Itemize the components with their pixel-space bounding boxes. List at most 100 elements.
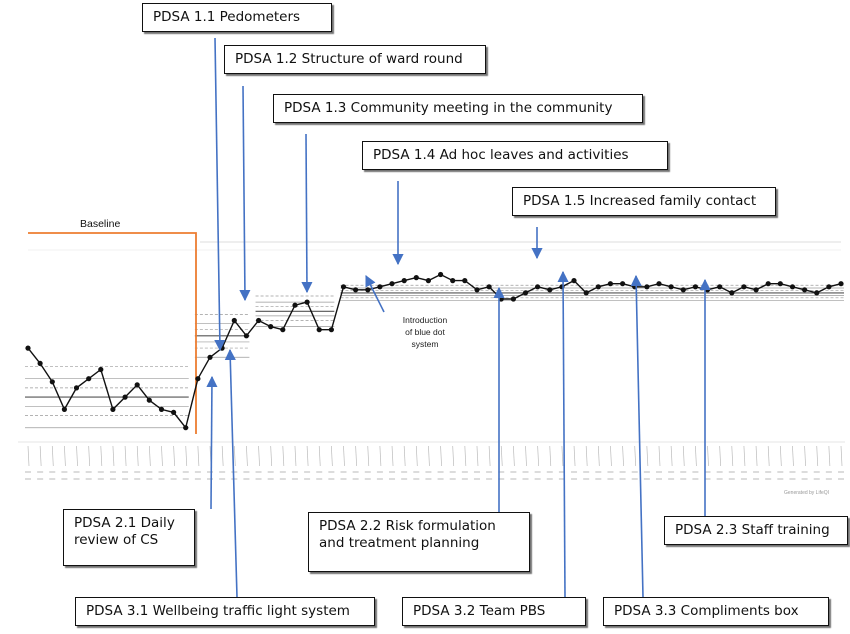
callout-pdsa-2-2: PDSA 2.2 Risk formulation and treatment … (308, 512, 530, 572)
data-point (668, 284, 674, 290)
axis-tick-mark (403, 445, 406, 467)
axis-tick-mark (233, 445, 236, 467)
arrow-pdsa-2-1 (206, 375, 218, 510)
data-point (256, 317, 262, 324)
axis-tick-mark (695, 445, 697, 467)
data-point (353, 287, 359, 293)
axis-tick-mark (367, 445, 370, 467)
axis-tick-mark (804, 445, 806, 467)
axis-tick-mark (464, 445, 467, 467)
axis-tick-mark (51, 445, 54, 467)
arrow-blue-dot (365, 274, 385, 313)
axis-tick-mark (537, 445, 539, 467)
callout-pdsa-3-2: PDSA 3.2 Team PBS (402, 597, 586, 626)
axis-tick-mark (622, 445, 624, 467)
baseline-marker (28, 232, 197, 434)
data-point (365, 287, 371, 293)
data-point (280, 327, 286, 333)
data-point (171, 409, 177, 415)
data-point (607, 281, 614, 287)
data-point (37, 360, 43, 366)
note-line-3: system (411, 338, 439, 349)
callout-pdsa-1-3: PDSA 1.3 Community meeting in the commun… (273, 94, 643, 123)
axis-tick-mark (355, 445, 357, 467)
arrow-pdsa-1-3 (301, 133, 313, 294)
axis-tick-mark (246, 445, 248, 467)
axis-tick-mark (561, 445, 564, 467)
axis-tick-mark (682, 445, 685, 467)
axis-tick-mark (64, 445, 66, 467)
data-point (826, 284, 832, 290)
data-point (583, 290, 589, 296)
data-point (425, 278, 431, 284)
data-point (86, 376, 92, 382)
axis-tick-mark (161, 445, 163, 467)
axis-tick-mark (27, 445, 30, 467)
axis-tick-mark (282, 445, 285, 467)
axis-tick-mark (197, 445, 200, 467)
arrow-pdsa-1-1 (214, 37, 226, 352)
data-point (814, 290, 820, 296)
data-point (510, 296, 516, 302)
axis-tick-mark (173, 445, 175, 467)
blue-dot-note: Introduction of blue dot system (385, 315, 465, 351)
data-point (486, 284, 492, 290)
series-line (27, 273, 842, 430)
data-point (656, 281, 662, 287)
data-point (98, 366, 104, 373)
axis-tick-mark (743, 445, 746, 467)
arrow-pdsa-3-3 (630, 274, 644, 598)
data-point (110, 406, 116, 412)
data-point (547, 287, 553, 293)
callout-pdsa-2-1: PDSA 2.1 Daily review of CS (63, 509, 195, 566)
data-point (195, 376, 201, 382)
axis-tick-mark (343, 445, 345, 467)
axis-tick-mark (112, 445, 115, 467)
axis-tick-mark (634, 445, 637, 467)
data-point (207, 354, 213, 360)
data-point (595, 284, 601, 290)
note-line-1: Introduction (402, 315, 448, 325)
data-point (292, 302, 298, 308)
data-point (389, 281, 395, 287)
data-point (729, 290, 735, 296)
axis-tick-mark (610, 445, 612, 467)
data-point (717, 284, 723, 290)
axis-tick-mark (318, 445, 321, 467)
axis-tick-mark (76, 445, 78, 467)
axis-tick-mark (88, 445, 91, 467)
axis-tick-mark (525, 445, 527, 467)
data-point (789, 284, 796, 290)
data-point (450, 278, 456, 284)
axis-tick-mark (731, 445, 734, 467)
data-point (680, 287, 686, 293)
data-point (49, 379, 55, 385)
callout-pdsa-1-1: PDSA 1.1 Pedometers (142, 3, 332, 32)
generated-by-label: Generated by LifeQI (784, 490, 830, 496)
note-line-2: of blue dot (405, 326, 445, 337)
data-point (377, 284, 383, 290)
axis-tick-mark (221, 445, 224, 467)
data-point (777, 281, 783, 287)
axis-tick-mark (415, 445, 418, 467)
data-point (644, 284, 650, 290)
data-point (571, 278, 577, 284)
data-point (401, 278, 407, 284)
axis-tick-mark (428, 445, 430, 467)
axis-tick-mark (513, 445, 515, 467)
data-point (183, 425, 189, 431)
callout-pdsa-2-1-line-1: PDSA 2.1 Daily (74, 515, 175, 531)
data-point (304, 299, 310, 305)
axis-tick-mark (816, 445, 819, 467)
axis-tick-mark (755, 445, 758, 467)
data-point (146, 397, 152, 403)
axis-tick-mark (270, 445, 273, 467)
axis-tick-mark (585, 445, 588, 467)
data-point (268, 324, 274, 330)
axis-tick-mark (476, 445, 479, 467)
data-point (741, 284, 747, 290)
axis-tick-mark (828, 445, 831, 467)
axis-tick-mark (500, 445, 503, 467)
data-point (158, 406, 165, 412)
